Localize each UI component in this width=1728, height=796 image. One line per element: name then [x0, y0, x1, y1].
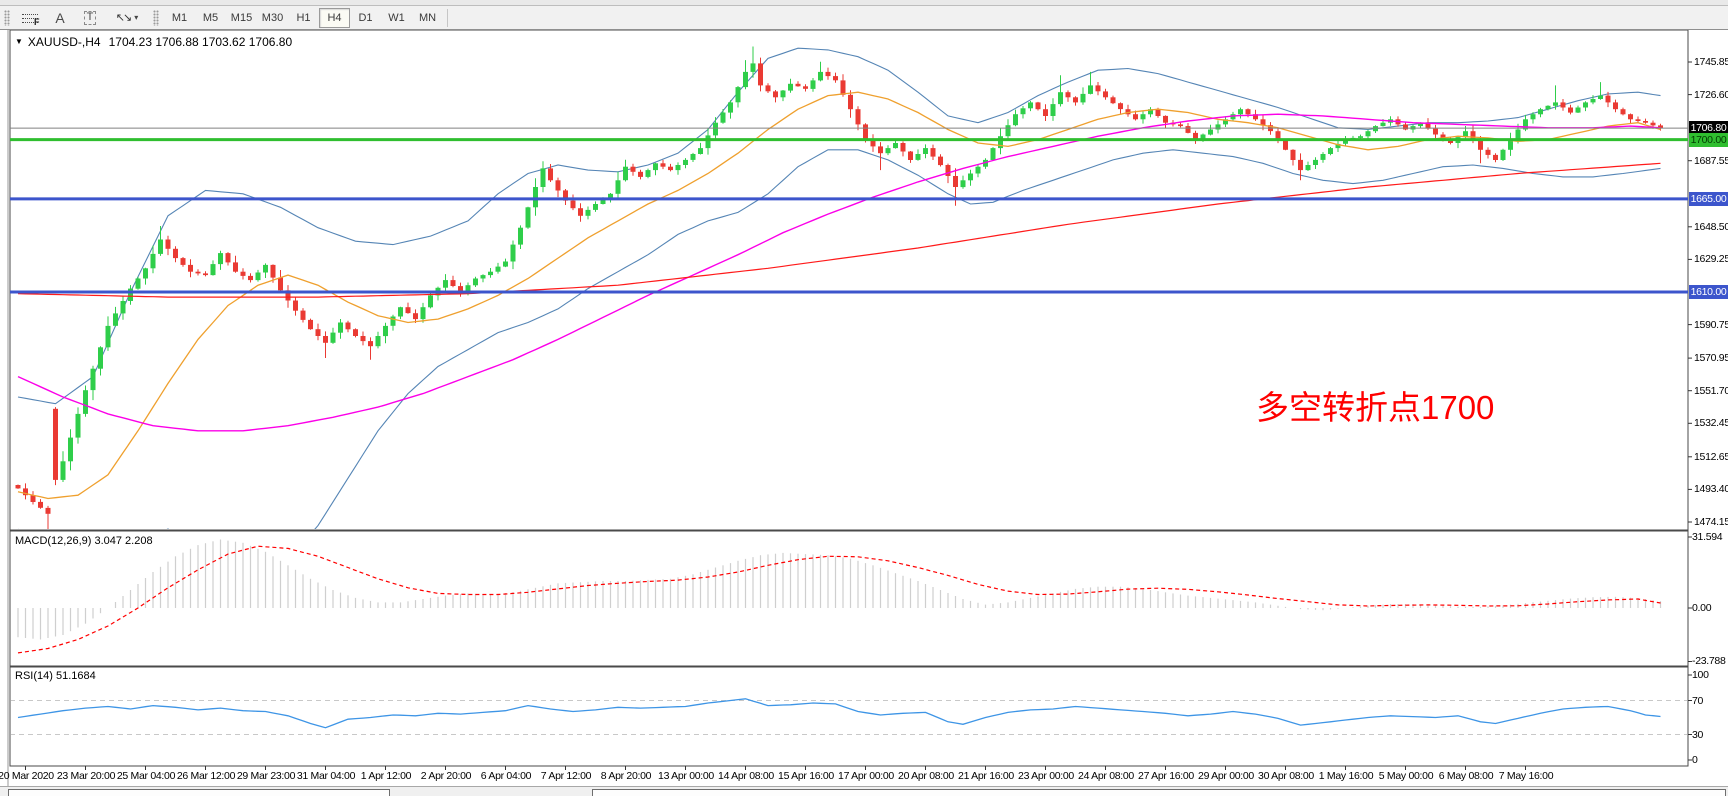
text-tool-button[interactable]: T — [75, 8, 105, 28]
bottom-pane-edge-left — [8, 789, 390, 796]
price-tick-label: 1532.45 — [1694, 417, 1728, 429]
time-axis-label: 15 Apr 16:00 — [778, 770, 834, 782]
text-label-icon: A — [55, 9, 65, 26]
toolbar-drag-handle[interactable] — [153, 9, 159, 26]
time-axis-label: 21 Apr 16:00 — [958, 770, 1014, 782]
bottom-pane-edge-right — [592, 789, 1726, 796]
macd-tick-label: -23.788 — [1692, 655, 1726, 667]
symbol-dropdown-arrow-icon[interactable]: ▼ — [15, 37, 23, 46]
time-axis-label: 20 Apr 08:00 — [898, 770, 954, 782]
time-axis-label: 6 Apr 04:00 — [480, 770, 532, 782]
price-tick-label: 1745.85 — [1694, 56, 1728, 68]
time-axis-label: 6 May 08:00 — [1438, 770, 1494, 782]
toolbar-separator — [447, 8, 448, 27]
text-icon: T — [83, 10, 97, 25]
timeframe-h1-button[interactable]: H1 — [288, 8, 319, 28]
symbol-name: XAUUSD-,H4 — [27, 35, 101, 49]
time-axis-label: 31 Mar 04:00 — [296, 770, 356, 782]
text-label-tool-button[interactable]: A — [45, 8, 75, 28]
time-axis-label: 27 Apr 16:00 — [1138, 770, 1194, 782]
time-axis-label: 13 Apr 00:00 — [658, 770, 714, 782]
macd-indicator-label: MACD(12,26,9) 3.047 2.208 — [15, 535, 153, 547]
toolbar-drag-handle[interactable] — [4, 9, 10, 26]
chart-annotation-text[interactable]: 多空转折点1700 — [1256, 389, 1495, 426]
price-tick-label: 1726.60 — [1694, 89, 1728, 101]
macd-panel[interactable] — [17, 539, 1662, 654]
price-tick-label: 1493.40 — [1694, 483, 1728, 495]
time-axis-label: 20 Mar 2020 — [0, 770, 54, 782]
timeframe-h4-button[interactable]: H4 — [319, 7, 350, 28]
time-axis-label: 23 Mar 20:00 — [56, 770, 116, 782]
level-1610-box: 1610.00 — [1689, 285, 1728, 299]
timeframe-mn-button[interactable]: MN — [412, 8, 443, 28]
fibonacci-icon: F — [21, 11, 40, 27]
main-toolbar: F A T ↖↘ ▾ M1 M5 M15 M30 H1 H4 D1 W1 MN — [0, 6, 1728, 30]
timeframe-m1-button[interactable]: M1 — [164, 8, 195, 28]
symbol-ohlc-line: ▼ XAUUSD-,H4 1704.23 1706.88 1703.62 1706.… — [15, 35, 292, 49]
candles — [15, 46, 1663, 529]
time-axis-label: 14 Apr 08:00 — [718, 770, 774, 782]
timeframe-d1-button[interactable]: D1 — [350, 8, 381, 28]
timeframe-m15-button[interactable]: M15 — [226, 8, 257, 28]
level-1665-box: 1665.00 — [1689, 192, 1728, 206]
macd-tick-label: 0.00 — [1692, 602, 1712, 614]
dropdown-caret-icon: ▾ — [134, 13, 139, 22]
time-axis-label: 17 Apr 00:00 — [838, 770, 894, 782]
time-axis-label: 25 Mar 04:00 — [116, 770, 176, 782]
time-axis-label: 1 Apr 12:00 — [360, 770, 412, 782]
level-1700-box: 1700.00 — [1689, 133, 1728, 147]
rsi-panel[interactable] — [10, 698, 1688, 735]
macd-tick-label: 31.594 — [1692, 531, 1723, 543]
time-axis-label: 5 May 00:00 — [1378, 770, 1434, 782]
time-axis-label: 1 May 16:00 — [1318, 770, 1374, 782]
time-axis-label: 7 May 16:00 — [1498, 770, 1554, 782]
main-price-panel[interactable] — [15, 46, 1664, 584]
time-axis-label: 24 Apr 08:00 — [1078, 770, 1134, 782]
rsi-indicator-label: RSI(14) 51.1684 — [15, 670, 96, 682]
price-tick-label: 1512.65 — [1694, 451, 1728, 463]
price-tick-label: 1570.95 — [1694, 352, 1728, 364]
time-axis-label: 30 Apr 08:00 — [1258, 770, 1314, 782]
current-price-box: 1706.80 — [1689, 121, 1728, 135]
timeframe-w1-button[interactable]: W1 — [381, 8, 412, 28]
price-tick-label: 1551.70 — [1694, 385, 1728, 397]
price-tick-label: 1687.55 — [1694, 155, 1728, 167]
clipped-upper-toolbar — [0, 0, 1728, 6]
price-tick-label: 1590.75 — [1694, 319, 1728, 331]
price-tick-label: 1648.50 — [1694, 221, 1728, 233]
status-strip — [0, 786, 1728, 796]
time-axis-label: 2 Apr 20:00 — [420, 770, 472, 782]
time-axis-label: 8 Apr 20:00 — [600, 770, 652, 782]
ohlc-values: 1704.23 1706.88 1703.62 1706.80 — [108, 35, 293, 49]
price-tick-label: 1629.25 — [1694, 253, 1728, 265]
time-axis-label: 23 Apr 00:00 — [1018, 770, 1074, 782]
time-axis-label: 7 Apr 12:00 — [540, 770, 592, 782]
arrows-tool-button[interactable]: ↖↘ ▾ — [105, 8, 149, 28]
fibonacci-tool-button[interactable]: F — [15, 8, 45, 28]
timeframe-m30-button[interactable]: M30 — [257, 8, 288, 28]
rsi-tick-label: 0 — [1692, 754, 1698, 766]
timeframe-m5-button[interactable]: M5 — [195, 8, 226, 28]
rsi-tick-label: 70 — [1692, 695, 1704, 707]
arrows-icon: ↖↘ — [115, 12, 133, 24]
time-axis-label: 29 Apr 00:00 — [1198, 770, 1254, 782]
time-axis-label: 29 Mar 23:00 — [236, 770, 296, 782]
rsi-tick-label: 30 — [1692, 729, 1704, 741]
price-tick-label: 1474.15 — [1694, 516, 1728, 528]
time-axis-label: 26 Mar 12:00 — [176, 770, 236, 782]
rsi-tick-label: 100 — [1692, 669, 1709, 681]
